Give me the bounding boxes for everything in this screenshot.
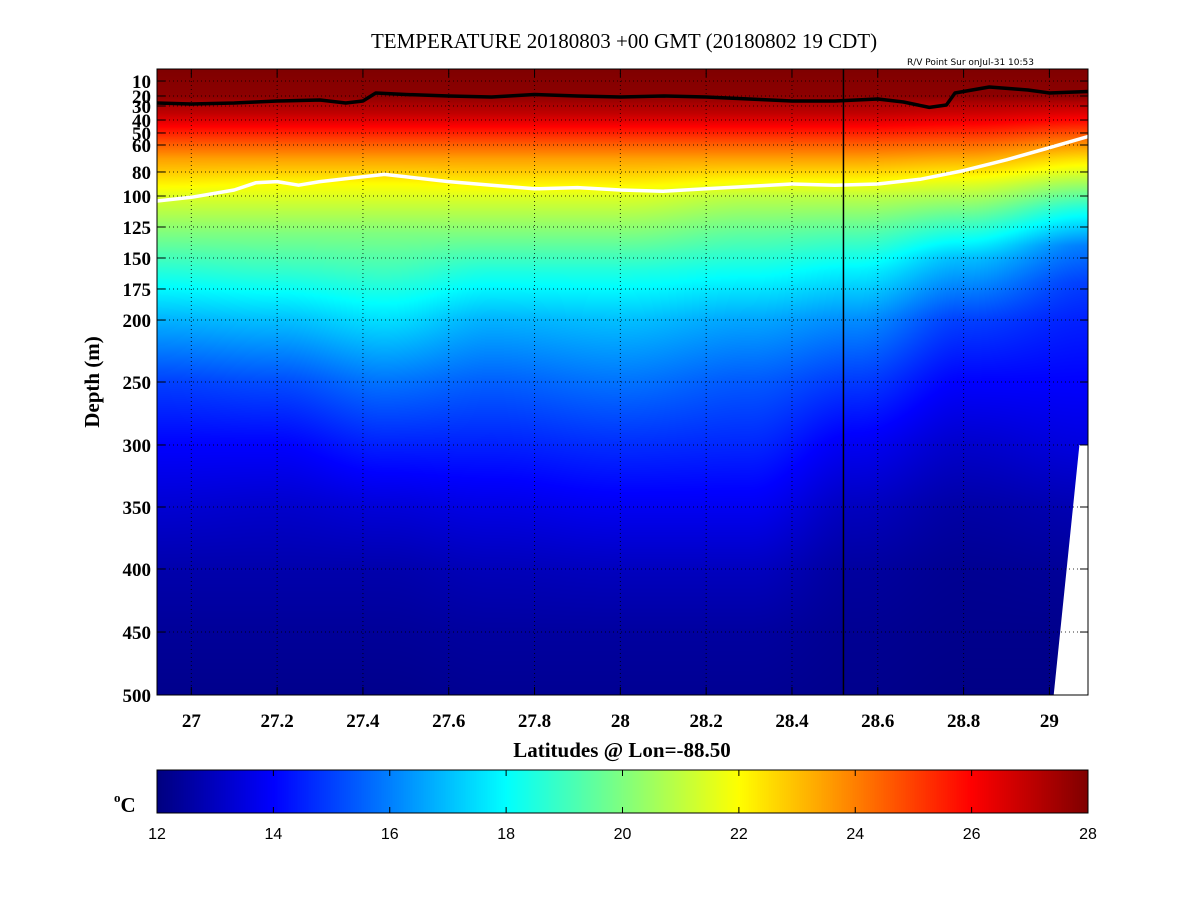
x-tick-label: 27.2 <box>261 711 294 732</box>
y-tick-label: 10 <box>132 72 151 93</box>
chart-title: TEMPERATURE 20180803 +00 GMT (20180802 1… <box>371 29 877 53</box>
y-tick-label: 100 <box>123 187 152 208</box>
degree-symbol: o <box>114 790 121 805</box>
y-tick-label: 20 <box>132 87 151 108</box>
x-axis-ticks: 27 27.2 27.4 27.6 27.8 28 28.2 28.4 28.6 28.8 29 <box>182 69 1059 732</box>
colorbar-tick-label: 18 <box>497 826 515 843</box>
y-tick-label: 200 <box>123 311 152 332</box>
colorbar: 12 14 16 18 20 22 24 26 28 oC <box>114 769 1097 843</box>
chart-subtitle: R/V Point Sur onJul-31 10:53 <box>907 58 1034 68</box>
y-tick-label: 150 <box>123 249 152 270</box>
grid-lines <box>157 69 1088 695</box>
y-tick-label: 50 <box>132 124 151 145</box>
colorbar-tick-label: 20 <box>614 826 632 843</box>
y-tick-label: 175 <box>123 280 152 301</box>
x-tick-label: 28.8 <box>947 711 980 732</box>
colorbar-tick-label: 16 <box>381 826 399 843</box>
y-tick-label: 450 <box>123 623 152 644</box>
y-tick-label: 350 <box>123 498 152 519</box>
colorbar-unit-label: oC <box>114 790 136 817</box>
x-tick-label: 29 <box>1040 711 1059 732</box>
contour-line-white <box>157 134 1088 203</box>
x-tick-label: 28 <box>611 711 630 732</box>
x-tick-label: 28.4 <box>775 711 809 732</box>
y-tick-label: 500 <box>123 686 152 707</box>
y-tick-label: 30 <box>132 97 151 118</box>
colorbar-tick-label: 28 <box>1079 826 1097 843</box>
plot-area <box>156 68 1089 696</box>
no-data-region <box>1053 445 1088 695</box>
celsius-c: C <box>121 793 136 817</box>
y-tick-label: 125 <box>123 218 152 239</box>
colorbar-tick-label: 24 <box>846 826 864 843</box>
temperature-field <box>157 69 1088 695</box>
colorbar-tick-label: 22 <box>730 826 748 843</box>
y-tick-label: 80 <box>132 163 151 184</box>
colorbar-tick-label: 12 <box>148 826 166 843</box>
y-tick-label: 400 <box>123 560 152 581</box>
x-tick-label: 28.2 <box>690 711 723 732</box>
x-tick-label: 27.8 <box>518 711 551 732</box>
x-tick-label: 27 <box>182 711 202 732</box>
y-tick-label: 300 <box>123 436 152 457</box>
colorbar-gradient <box>157 770 1088 813</box>
x-tick-label: 27.4 <box>346 711 380 732</box>
colorbar-tick-label: 26 <box>963 826 981 843</box>
x-tick-label: 27.6 <box>432 711 465 732</box>
contour-line-black <box>157 85 1088 110</box>
y-tick-label: 40 <box>132 111 151 132</box>
y-tick-label: 250 <box>123 373 152 394</box>
y-axis-label: Depth (m) <box>80 336 104 428</box>
x-tick-label: 28.6 <box>861 711 894 732</box>
contour-lines <box>157 85 1088 203</box>
colorbar-ticks: 12 14 16 18 20 22 24 26 28 <box>148 770 1097 843</box>
x-axis-label: Latitudes @ Lon=-88.50 <box>513 738 731 762</box>
y-tick-label: 60 <box>132 136 151 157</box>
colorbar-tick-label: 14 <box>264 826 282 843</box>
